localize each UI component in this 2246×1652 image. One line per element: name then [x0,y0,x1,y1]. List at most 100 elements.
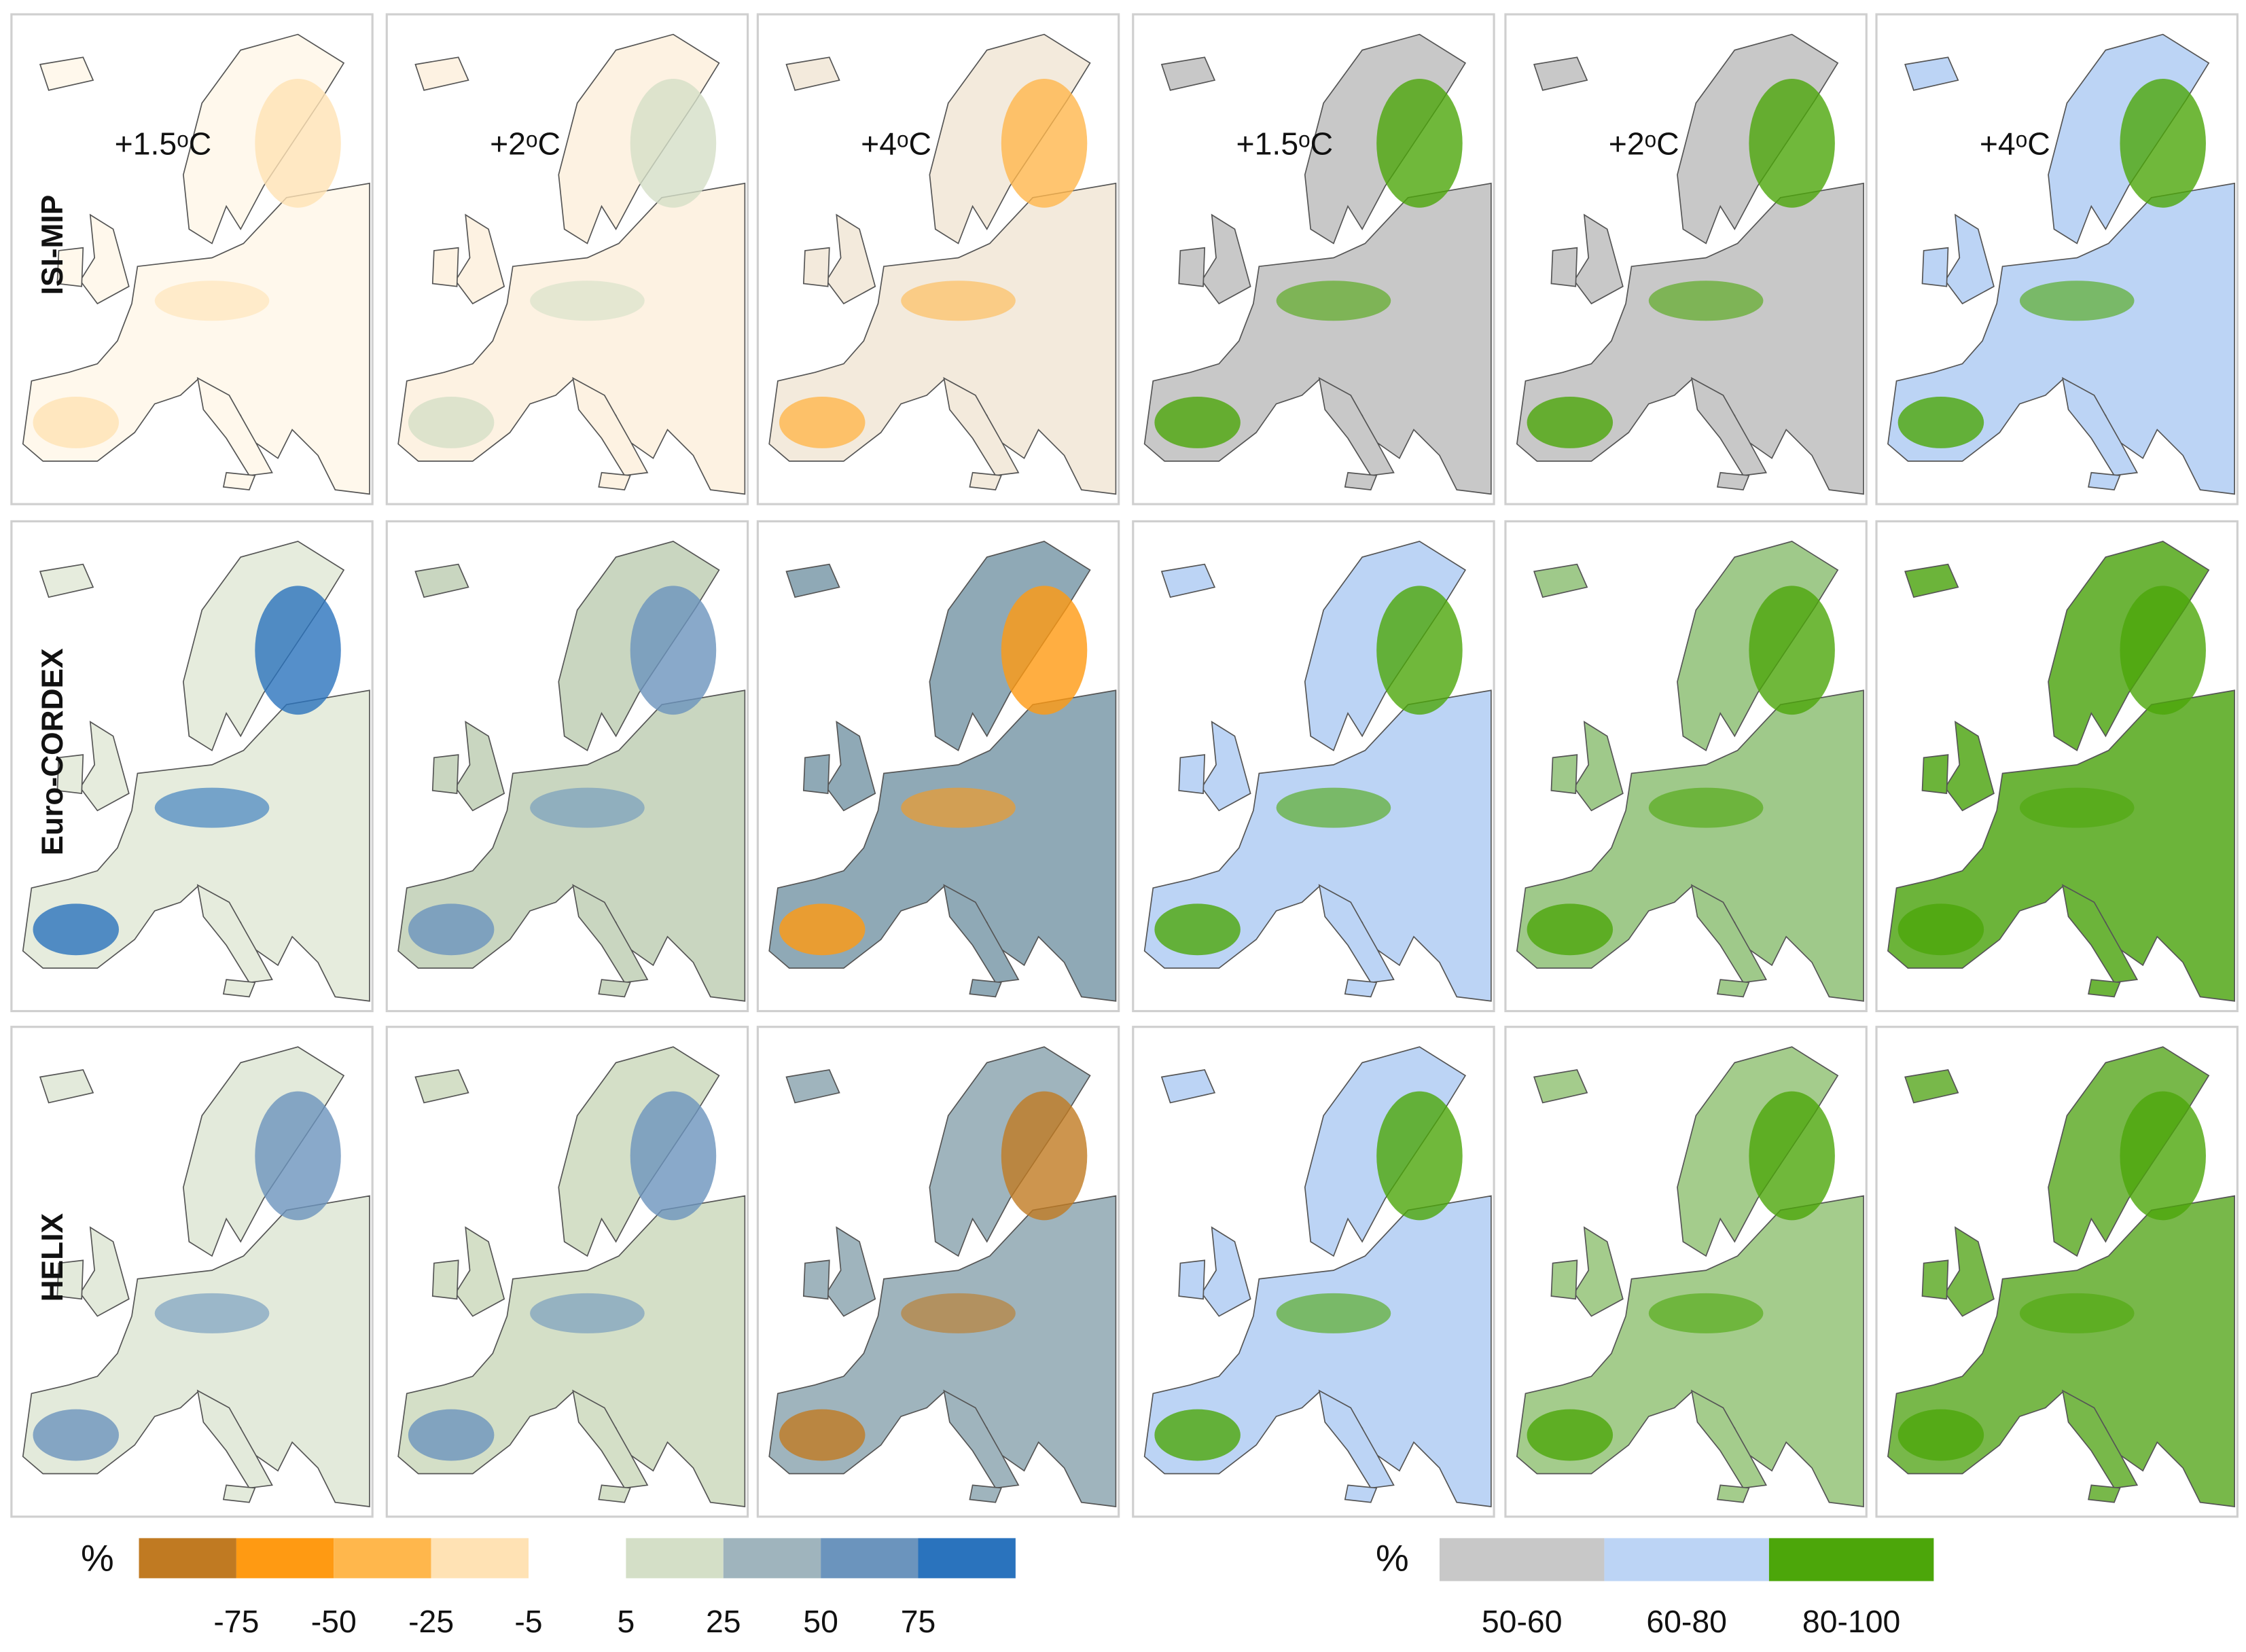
map-panel [1504,520,1868,1013]
map-region [33,397,119,448]
legend-swatch [334,1538,431,1579]
legend-swatch [431,1538,529,1579]
legend-tick-label: -5 [514,1604,542,1639]
map-region [255,586,341,715]
legend-label: 60-80 [1646,1604,1727,1639]
map-region [1001,1091,1088,1221]
legend-tick-label: -50 [311,1604,357,1639]
map-panel: +4ᵒC [756,13,1120,505]
map-region [779,1409,866,1461]
map-region [779,397,866,448]
map-region [1276,281,1391,321]
map-panel: +1.5ᵒC [10,13,374,505]
map-panel [1875,520,2239,1013]
map-region [1897,903,1984,956]
map-panel: +2ᵒC [1504,13,1868,505]
map-region [2120,586,2206,715]
map-region [630,1091,717,1221]
panel-label: +1.5ᵒC [115,126,212,161]
map-region [1154,397,1241,448]
legend-tick-label: -25 [408,1604,454,1639]
map-region [630,78,717,208]
map-region [530,281,645,321]
legend-swatch [1768,1538,1934,1581]
legend-unit: % [81,1537,114,1579]
map-region [530,1293,645,1333]
map-region [2019,281,2135,321]
panel-label: +1.5ᵒC [1236,126,1334,161]
map-panel [385,1026,749,1518]
map-region [1154,1409,1241,1461]
legend-swatch [1604,1538,1769,1581]
panel-label: +4ᵒC [1980,126,2050,161]
legend-swatch [139,1538,236,1579]
map-region [1897,397,1984,448]
map-panel: +2ᵒC [385,13,749,505]
map-region [901,281,1016,321]
map-region [1001,78,1088,208]
map-panel [1504,1026,1868,1518]
legend-tick-label: -75 [213,1604,259,1639]
legend-unit: % [1376,1537,1409,1579]
map-panel [10,520,374,1013]
map-panel [756,1026,1120,1518]
map-region [33,1409,119,1461]
map-region [630,586,717,715]
map-panel [1132,520,1495,1013]
map-region [1749,1091,1835,1221]
legend-tick-label: 5 [617,1604,635,1639]
panel-label: +2ᵒC [1609,126,1679,161]
legend-swatch [1439,1538,1605,1581]
map-region [1749,78,1835,208]
panel-label: +4ᵒC [861,126,931,161]
map-region [1376,586,1463,715]
map-region [154,1293,270,1333]
map-panel [1875,1026,2239,1518]
map-region [901,787,1016,828]
map-region [1897,1409,1984,1461]
legend-swatch [918,1538,1016,1579]
map-panel: +1.5ᵒC [1132,13,1495,505]
map-region [1001,586,1088,715]
map-region [1648,1293,1764,1333]
map-region [255,78,341,208]
map-panel: +4ᵒC [1875,13,2239,505]
legend-label: 50-60 [1482,1604,1563,1639]
map-region [530,787,645,828]
row-label: Euro-CORDEX [36,648,69,855]
legend-tick-label: 50 [803,1604,838,1639]
legend-swatch [821,1538,919,1579]
map-region [1276,1293,1391,1333]
map-region [2019,787,2135,828]
map-panel [1132,1026,1495,1518]
legend-swatch [723,1538,821,1579]
map-region [1648,281,1764,321]
panel-label: +2ᵒC [490,126,560,161]
map-region [1749,586,1835,715]
map-region [779,903,866,956]
map-region [1276,787,1391,828]
row-label: ISI-MIP [36,195,69,295]
map-region [408,1409,495,1461]
map-region [1527,903,1614,956]
map-region [1527,1409,1614,1461]
map-panel [385,520,749,1013]
map-region [2120,1091,2206,1221]
legend-swatch [529,1538,626,1579]
map-region [1376,78,1463,208]
map-region [1154,903,1241,956]
legend-swatch [236,1538,334,1579]
legend-swatch [626,1538,724,1579]
legend-tick-label: 25 [706,1604,741,1639]
map-region [154,281,270,321]
map-region [901,1293,1016,1333]
legend-tick-label: 75 [901,1604,936,1639]
map-region [408,903,495,956]
map-region [154,787,270,828]
map-panel [756,520,1120,1013]
legend-label: 80-100 [1802,1604,1900,1639]
map-region [1648,787,1764,828]
map-region [33,903,119,956]
